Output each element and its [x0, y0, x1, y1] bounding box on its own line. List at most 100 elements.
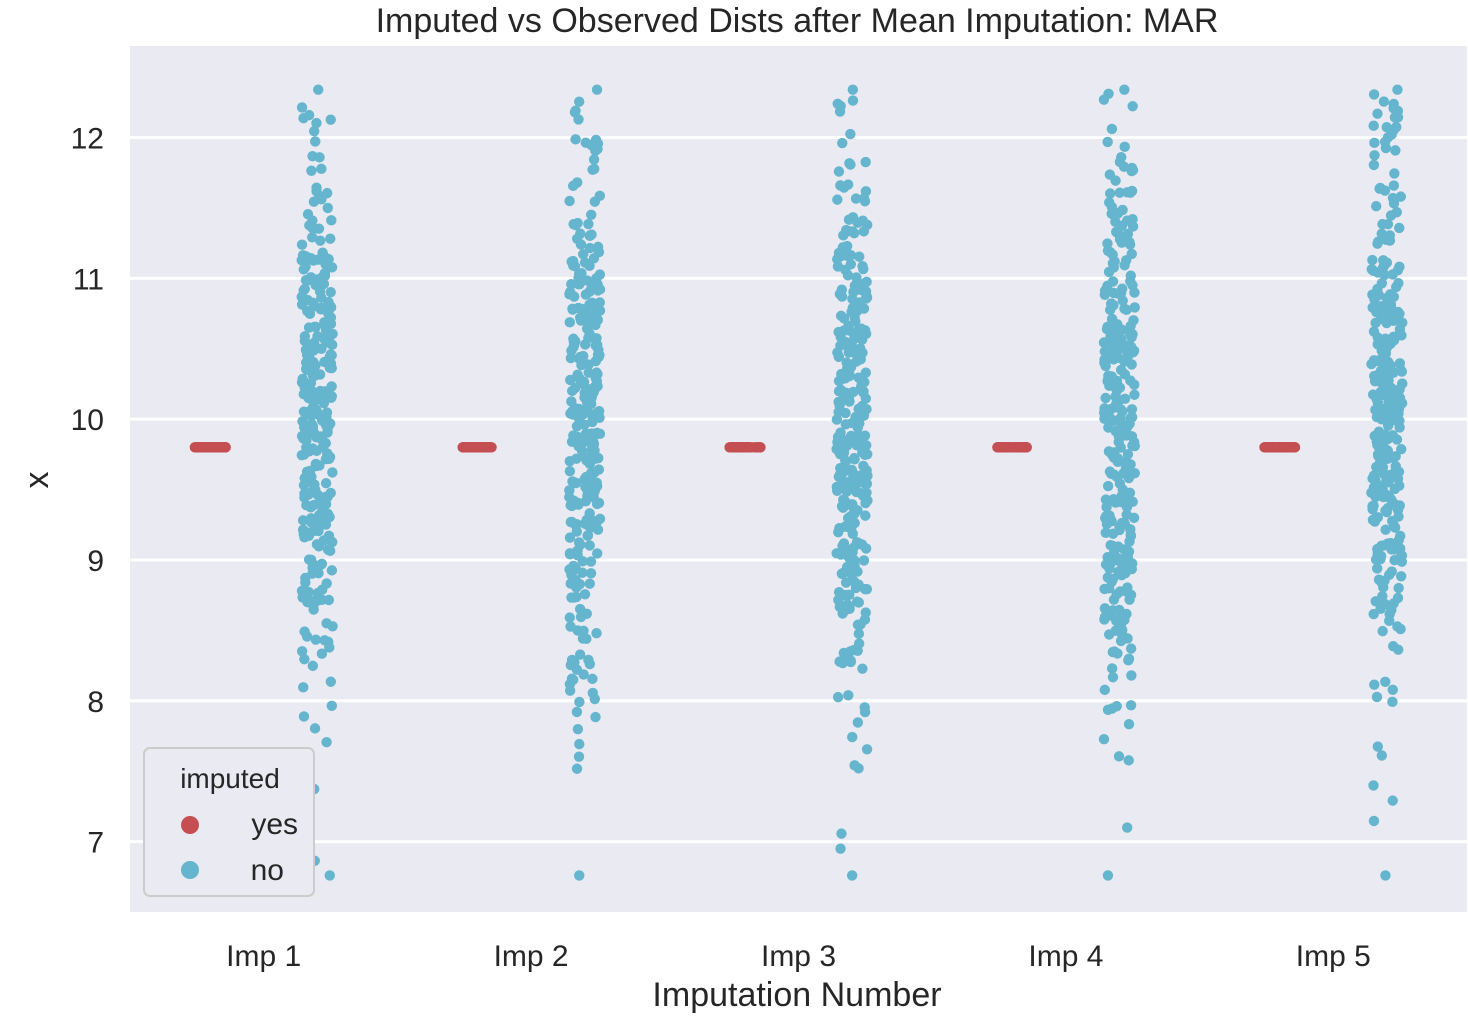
- point-yes: [732, 442, 744, 453]
- point-no: [857, 663, 868, 674]
- point-no: [1099, 289, 1111, 300]
- point-no: [845, 655, 856, 666]
- point-no: [1384, 615, 1395, 627]
- point-no: [1388, 98, 1399, 110]
- point-no: [322, 202, 333, 214]
- point-no: [1111, 701, 1122, 712]
- point-no: [594, 305, 606, 316]
- point-no: [570, 134, 581, 145]
- point-no: [1376, 389, 1388, 401]
- point-no: [571, 763, 583, 774]
- point-no: [579, 257, 591, 268]
- point-no: [320, 325, 332, 336]
- point-no: [327, 536, 338, 548]
- x-tick-label: Imp 3: [761, 940, 836, 973]
- point-no: [568, 495, 580, 506]
- point-no: [308, 196, 320, 207]
- point-no: [861, 487, 872, 498]
- point-no: [594, 513, 606, 525]
- point-no: [854, 251, 865, 262]
- legend-title: imputed: [180, 763, 280, 794]
- point-no: [832, 485, 843, 496]
- point-no: [307, 568, 318, 579]
- point-no: [1367, 500, 1378, 512]
- point-no: [848, 542, 859, 554]
- point-no: [833, 406, 844, 418]
- point-no: [1123, 655, 1134, 666]
- point-no: [326, 215, 337, 226]
- point-no: [862, 470, 873, 481]
- point-no: [1393, 582, 1404, 594]
- point-no: [1369, 150, 1380, 161]
- point-yes: [476, 442, 487, 453]
- point-no: [321, 357, 333, 368]
- point-no: [1108, 287, 1119, 299]
- point-no: [835, 549, 847, 560]
- point-no: [1392, 112, 1404, 123]
- point-no: [1381, 342, 1393, 353]
- point-no: [576, 435, 588, 447]
- point-no: [1102, 374, 1114, 385]
- point-no: [1100, 559, 1112, 570]
- point-no: [298, 264, 309, 275]
- point-no: [567, 304, 578, 315]
- point-no: [1099, 354, 1110, 365]
- point-no: [1392, 621, 1403, 632]
- point-no: [310, 458, 322, 470]
- point-no: [1371, 563, 1383, 574]
- point-no: [1387, 696, 1398, 708]
- point-no: [1126, 248, 1137, 260]
- point-no: [312, 254, 324, 265]
- point-no: [1114, 521, 1125, 533]
- point-no: [1124, 327, 1135, 339]
- point-no: [1099, 583, 1110, 595]
- point-no: [1118, 161, 1130, 172]
- point-no: [1123, 755, 1134, 766]
- point-no: [316, 648, 328, 659]
- point-no: [1099, 603, 1111, 614]
- point-no: [1114, 187, 1125, 198]
- point-no: [1100, 392, 1111, 404]
- point-no: [309, 723, 321, 734]
- point-no: [321, 187, 333, 199]
- point-no: [591, 628, 602, 639]
- point-no: [847, 499, 858, 510]
- point-no: [574, 696, 585, 708]
- point-no: [1117, 624, 1128, 636]
- point-no: [1098, 734, 1110, 745]
- point-no: [1126, 670, 1137, 681]
- point-no: [584, 578, 595, 589]
- point-no: [1121, 215, 1133, 226]
- point-no: [1396, 443, 1407, 455]
- point-no: [297, 416, 308, 427]
- point-no: [297, 373, 308, 385]
- point-no: [1102, 704, 1114, 716]
- point-no: [1392, 84, 1403, 95]
- point-no: [321, 407, 333, 418]
- point-no: [304, 465, 316, 477]
- point-no: [320, 388, 331, 399]
- point-no: [583, 367, 594, 378]
- point-no: [325, 487, 336, 499]
- point-no: [1119, 393, 1131, 405]
- point-no: [310, 279, 321, 291]
- point-no: [1371, 411, 1383, 423]
- point-no: [843, 690, 854, 701]
- point-yes: [460, 442, 471, 453]
- point-no: [565, 352, 577, 364]
- point-no: [1389, 168, 1400, 179]
- point-no: [1394, 358, 1406, 369]
- point-no: [1391, 390, 1403, 402]
- point-no: [849, 555, 860, 566]
- point-no: [1373, 289, 1385, 301]
- point-no: [832, 98, 843, 109]
- point-no: [842, 270, 854, 281]
- point-yes: [1014, 442, 1025, 453]
- point-no: [308, 393, 320, 405]
- point-no: [1102, 870, 1114, 881]
- point-no: [564, 485, 575, 496]
- point-no: [1372, 490, 1383, 501]
- point-no: [574, 312, 586, 324]
- point-no: [1104, 197, 1115, 208]
